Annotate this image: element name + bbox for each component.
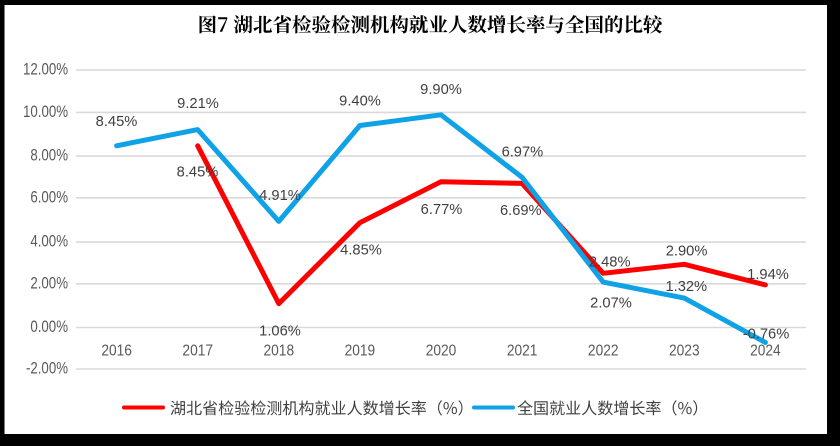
svg-text:2019: 2019 bbox=[345, 342, 376, 359]
svg-text:2021: 2021 bbox=[507, 342, 538, 359]
svg-text:-0.76%: -0.76% bbox=[743, 326, 790, 342]
svg-text:4.00%: 4.00% bbox=[30, 234, 68, 251]
svg-text:9.40%: 9.40% bbox=[339, 93, 381, 109]
svg-text:6.69%: 6.69% bbox=[500, 203, 542, 219]
svg-text:2024: 2024 bbox=[750, 342, 781, 359]
svg-text:10.00%: 10.00% bbox=[23, 104, 68, 121]
svg-text:1.32%: 1.32% bbox=[665, 279, 707, 295]
svg-text:2018: 2018 bbox=[264, 342, 295, 359]
svg-text:8.45%: 8.45% bbox=[177, 164, 219, 180]
svg-text:12.00%: 12.00% bbox=[23, 61, 68, 78]
svg-text:2.48%: 2.48% bbox=[589, 254, 631, 270]
svg-text:-2.00%: -2.00% bbox=[26, 360, 68, 377]
svg-text:2022: 2022 bbox=[588, 342, 619, 359]
svg-text:2023: 2023 bbox=[669, 342, 700, 359]
svg-text:1.06%: 1.06% bbox=[259, 323, 301, 339]
svg-text:2017: 2017 bbox=[182, 342, 213, 359]
svg-text:2016: 2016 bbox=[101, 342, 132, 359]
svg-text:2.00%: 2.00% bbox=[30, 275, 68, 292]
svg-text:8.45%: 8.45% bbox=[96, 114, 138, 130]
svg-text:4.91%: 4.91% bbox=[259, 188, 301, 204]
svg-text:6.00%: 6.00% bbox=[30, 189, 68, 206]
svg-text:4.85%: 4.85% bbox=[340, 242, 382, 258]
svg-text:2020: 2020 bbox=[426, 342, 457, 359]
svg-text:9.21%: 9.21% bbox=[177, 96, 219, 112]
svg-text:0.00%: 0.00% bbox=[30, 319, 68, 336]
svg-text:6.77%: 6.77% bbox=[421, 202, 463, 218]
svg-text:2.07%: 2.07% bbox=[590, 296, 632, 312]
svg-text:2.90%: 2.90% bbox=[666, 244, 708, 260]
svg-text:9.90%: 9.90% bbox=[420, 82, 462, 98]
svg-text:6.97%: 6.97% bbox=[502, 145, 544, 161]
svg-text:8.00%: 8.00% bbox=[30, 148, 68, 165]
svg-text:1.94%: 1.94% bbox=[747, 267, 789, 283]
